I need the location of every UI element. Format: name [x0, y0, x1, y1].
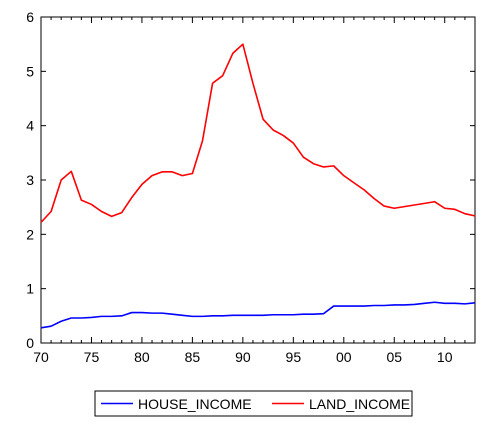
legend-label-house-income: HOUSE_INCOME — [138, 396, 252, 412]
legend-box — [94, 390, 413, 417]
legend: HOUSE_INCOME LAND_INCOME — [94, 390, 413, 417]
x-axis: 70 75 80 85 90 95 00 05 10 — [33, 17, 476, 365]
series-layer — [40, 43, 476, 329]
y-tick-label: 1 — [26, 281, 34, 297]
y-tick-label: 4 — [26, 118, 34, 134]
y-tick-label: 2 — [26, 226, 34, 242]
x-tick-label: 85 — [185, 349, 201, 365]
x-tick-label: 05 — [386, 349, 402, 365]
x-tick-label: 70 — [33, 349, 49, 365]
x-tick-label: 00 — [336, 349, 352, 365]
x-tick-label: 75 — [84, 349, 100, 365]
x-tick-label: 90 — [235, 349, 251, 365]
y-axis: 0 1 2 3 4 5 6 — [26, 9, 475, 351]
legend-label-land-income: LAND_INCOME — [309, 396, 410, 412]
y-tick-label: 5 — [26, 63, 34, 79]
x-tick-label: 10 — [437, 349, 453, 365]
series-line-house-income — [40, 301, 476, 329]
x-tick-label: 95 — [286, 349, 302, 365]
x-tick-label: 80 — [134, 349, 150, 365]
y-tick-label: 6 — [26, 9, 34, 25]
series-line-land-income — [40, 43, 476, 223]
y-tick-label: 3 — [26, 172, 34, 188]
y-tick-label: 0 — [26, 335, 34, 351]
